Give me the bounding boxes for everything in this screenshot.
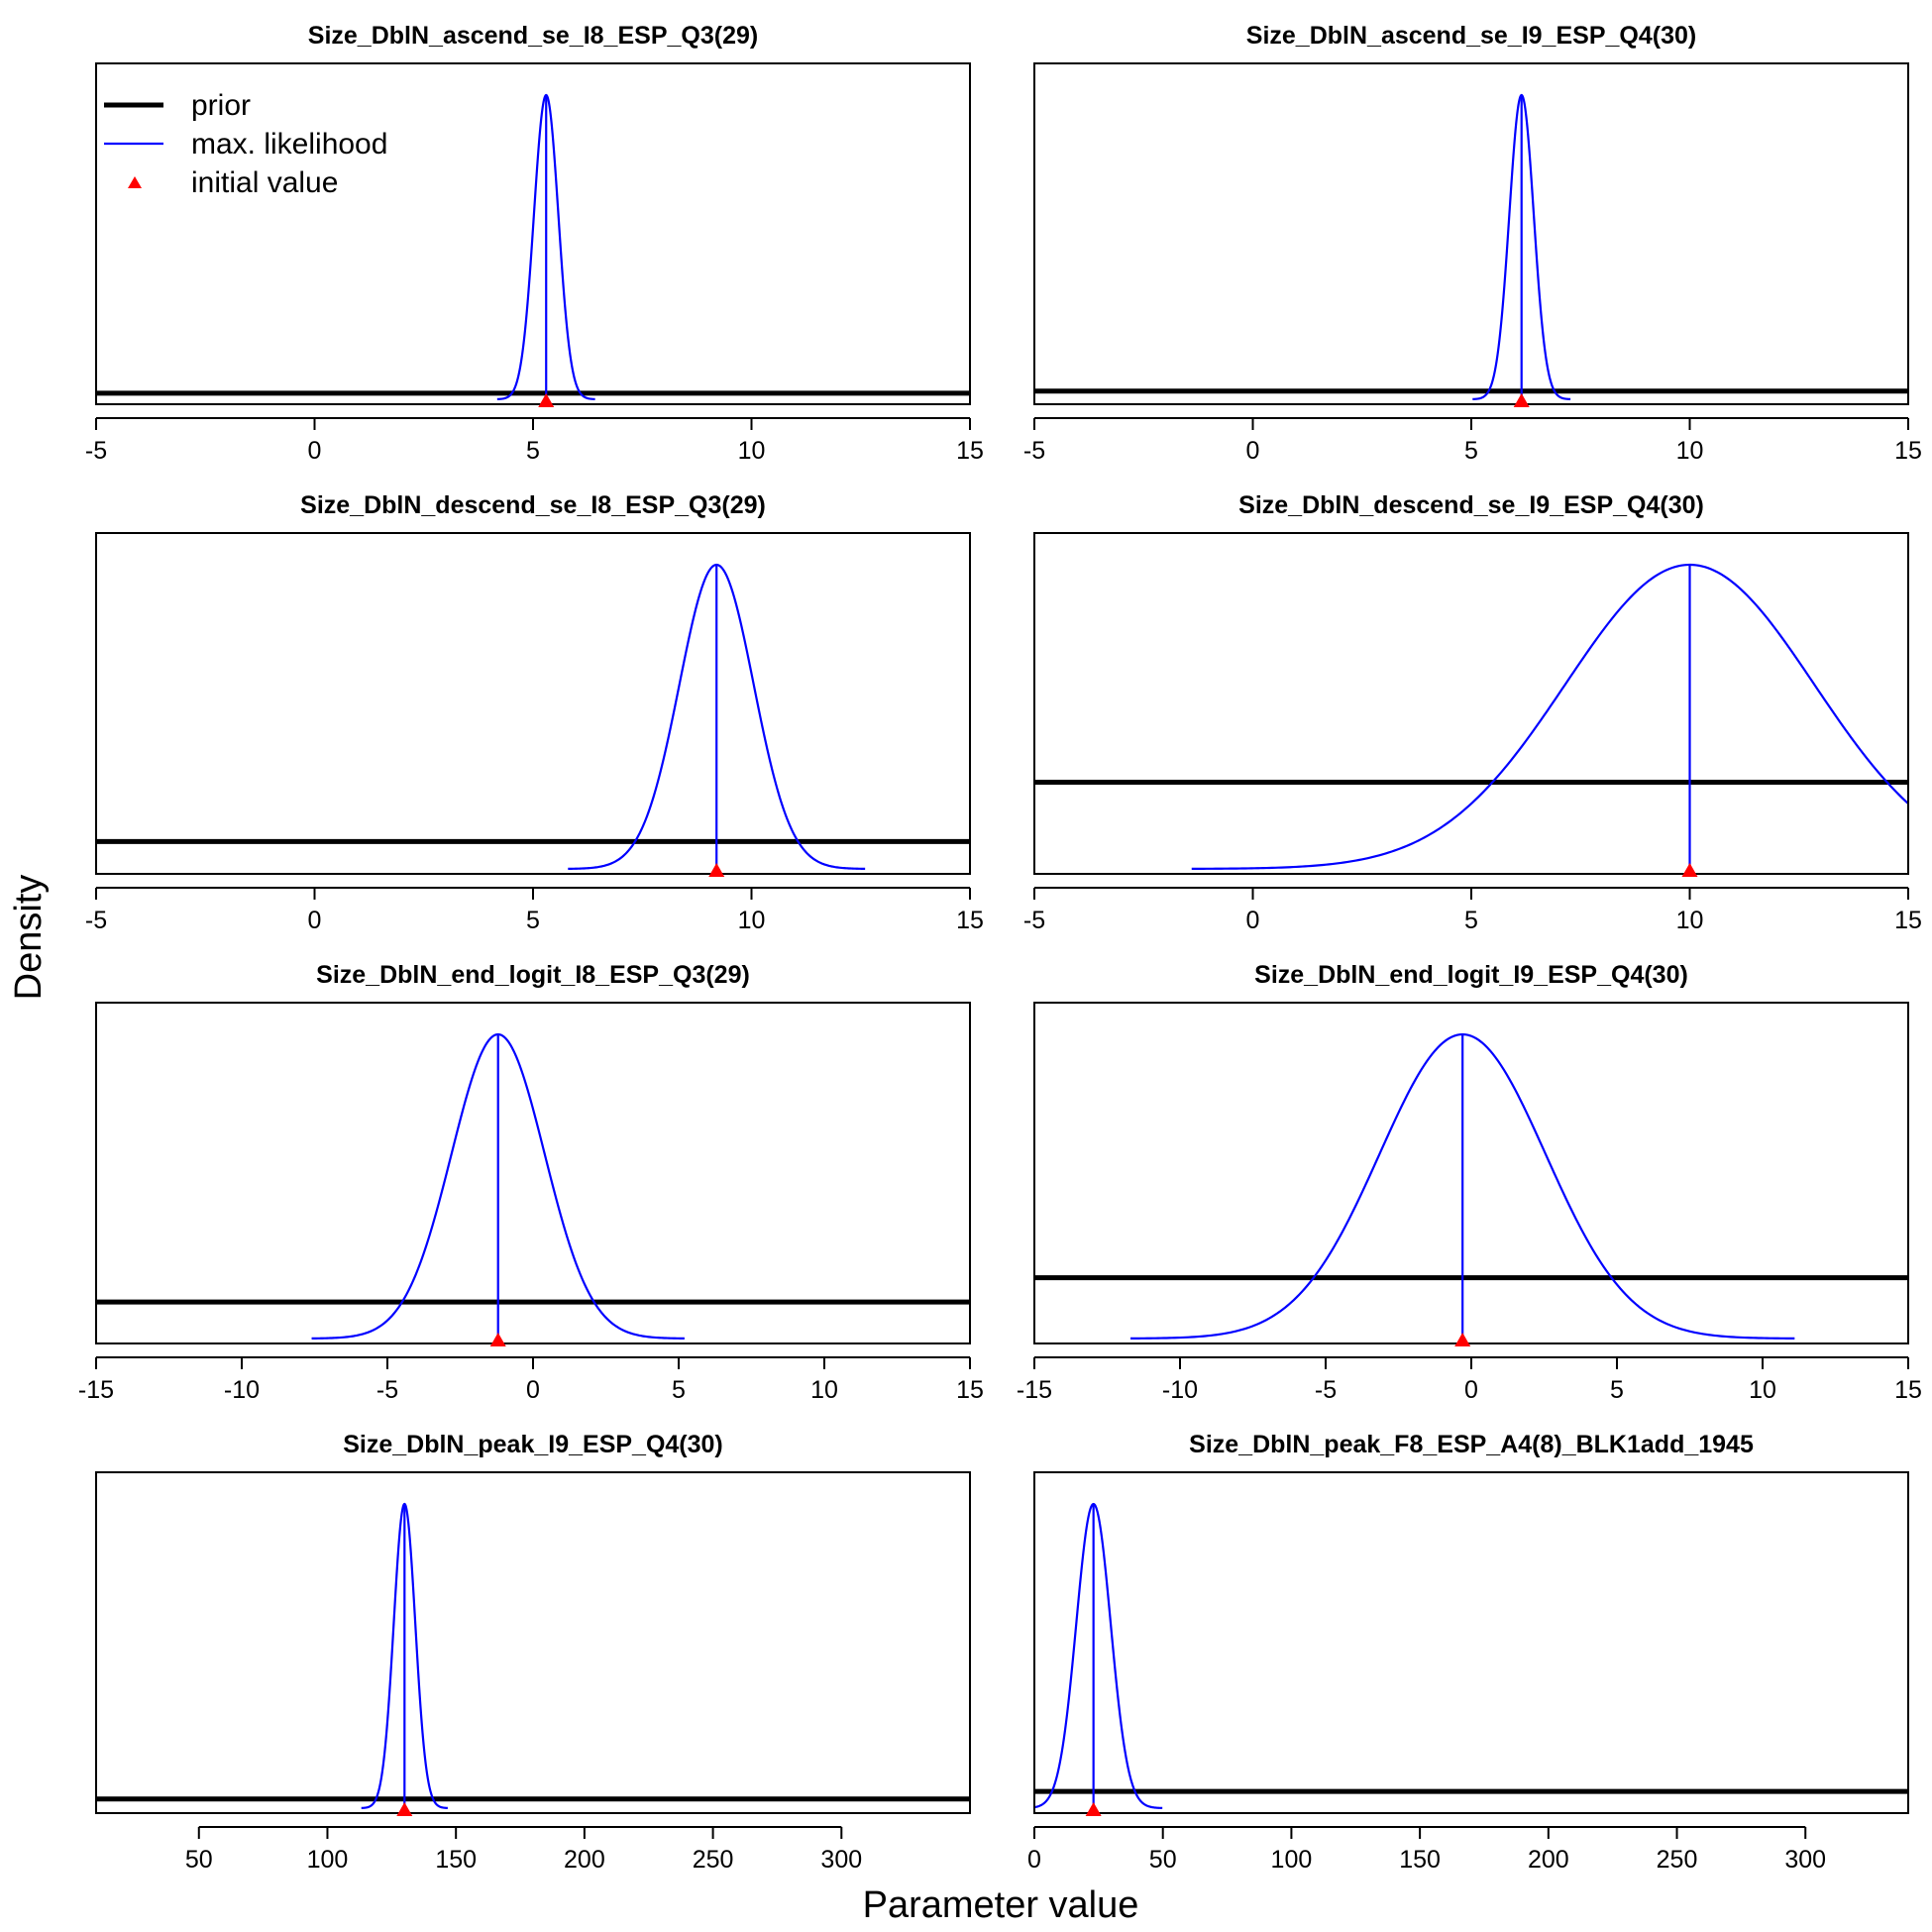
initial-value-marker bbox=[489, 1333, 506, 1346]
x-tick-label: 5 bbox=[526, 907, 540, 934]
mle-curve bbox=[1191, 563, 1909, 870]
x-tick-label: 50 bbox=[1149, 1846, 1177, 1874]
x-tick-label: -15 bbox=[78, 1376, 114, 1404]
x-tick-label: 15 bbox=[1894, 907, 1922, 934]
plot-frame bbox=[1033, 532, 1909, 875]
initial-value-marker bbox=[538, 393, 555, 407]
initial-value-marker bbox=[1085, 1802, 1102, 1816]
x-tick-label: 150 bbox=[1399, 1846, 1441, 1874]
legend-label: initial value bbox=[191, 166, 338, 199]
x-tick-label: 10 bbox=[810, 1376, 838, 1404]
x-tick-label: 15 bbox=[956, 907, 984, 934]
panel-8: Size_DblN_peak_F8_ESP_A4(8)_BLK1add_1945… bbox=[1027, 1431, 1909, 1874]
x-tick-label: 200 bbox=[1528, 1846, 1569, 1874]
plot-frame bbox=[95, 532, 971, 875]
x-tick-label: 10 bbox=[738, 437, 766, 465]
initial-value-marker bbox=[396, 1802, 413, 1816]
x-tick-label: 5 bbox=[526, 437, 540, 465]
x-tick-label: 100 bbox=[1271, 1846, 1313, 1874]
x-tick-label: -5 bbox=[1023, 437, 1045, 465]
x-tick-label: 5 bbox=[1464, 437, 1478, 465]
x-axis-label: Parameter value bbox=[863, 1884, 1139, 1926]
panel-title: Size_DblN_end_logit_I9_ESP_Q4(30) bbox=[1254, 961, 1688, 989]
x-tick-label: 0 bbox=[308, 907, 322, 934]
legend-label: max. likelihood bbox=[191, 128, 387, 161]
x-tick-label: 5 bbox=[1464, 907, 1478, 934]
panel-title: Size_DblN_peak_F8_ESP_A4(8)_BLK1add_1945 bbox=[1189, 1431, 1754, 1458]
panel-1: Size_DblN_ascend_se_I8_ESP_Q3(29) -5 0 5 10 1… bbox=[85, 22, 984, 465]
panel-title: Size_DblN_descend_se_I8_ESP_Q3(29) bbox=[300, 491, 766, 519]
plot-frame bbox=[1033, 1471, 1909, 1814]
initial-value-marker bbox=[1513, 393, 1530, 407]
x-tick-label: -5 bbox=[376, 1376, 398, 1404]
legend-label: prior bbox=[191, 89, 251, 122]
panel-title: Size_DblN_ascend_se_I8_ESP_Q3(29) bbox=[308, 22, 758, 50]
panel-title: Size_DblN_descend_se_I9_ESP_Q4(30) bbox=[1238, 491, 1704, 519]
x-tick-label: 100 bbox=[307, 1846, 349, 1874]
panel-5: Size_DblN_end_logit_I8_ESP_Q3(29) -15 -10 -… bbox=[78, 961, 984, 1404]
y-axis-label: Density bbox=[8, 875, 50, 1001]
x-tick-label: 0 bbox=[1246, 907, 1260, 934]
x-tick-label: 300 bbox=[1784, 1846, 1826, 1874]
plot-frame bbox=[1033, 1002, 1909, 1344]
x-tick-label: 300 bbox=[820, 1846, 862, 1874]
x-tick-label: 0 bbox=[1027, 1846, 1041, 1874]
x-tick-label: 250 bbox=[1657, 1846, 1698, 1874]
x-tick-label: -5 bbox=[1315, 1376, 1337, 1404]
x-tick-label: 10 bbox=[1676, 437, 1704, 465]
panel-7: Size_DblN_peak_I9_ESP_Q4(30) 50 100 150 200 2… bbox=[95, 1431, 971, 1874]
x-tick-label: 10 bbox=[1676, 907, 1704, 934]
legend: prior max. likelihood initial value bbox=[104, 89, 387, 199]
x-tick-label: 10 bbox=[1749, 1376, 1776, 1404]
x-tick-label: 250 bbox=[693, 1846, 734, 1874]
initial-value-marker bbox=[708, 863, 725, 877]
x-tick-label: -10 bbox=[224, 1376, 260, 1404]
x-tick-label: 15 bbox=[1894, 1376, 1922, 1404]
panel-title: Size_DblN_ascend_se_I9_ESP_Q4(30) bbox=[1246, 22, 1696, 50]
x-tick-label: 5 bbox=[1610, 1376, 1624, 1404]
x-tick-label: 50 bbox=[185, 1846, 213, 1874]
x-tick-label: -5 bbox=[85, 437, 107, 465]
x-tick-label: 150 bbox=[435, 1846, 477, 1874]
x-tick-label: 5 bbox=[672, 1376, 686, 1404]
panel-3: Size_DblN_descend_se_I8_ESP_Q3(29) -5 0 5 10… bbox=[85, 491, 984, 934]
x-tick-label: 0 bbox=[1246, 437, 1260, 465]
x-tick-label: -5 bbox=[1023, 907, 1045, 934]
panel-6: Size_DblN_end_logit_I9_ESP_Q4(30) -15 -10 -… bbox=[1017, 961, 1922, 1404]
x-tick-label: 15 bbox=[1894, 437, 1922, 465]
initial-value-marker bbox=[1454, 1333, 1471, 1346]
x-tick-label: 15 bbox=[956, 437, 984, 465]
panel-title: Size_DblN_peak_I9_ESP_Q4(30) bbox=[343, 1431, 723, 1458]
x-tick-label: 15 bbox=[956, 1376, 984, 1404]
initial-value-marker bbox=[1681, 863, 1698, 877]
panel-2: Size_DblN_ascend_se_I9_ESP_Q4(30) -5 0 5 10 1… bbox=[1023, 22, 1922, 465]
plot-frame bbox=[95, 1002, 971, 1344]
x-tick-label: 0 bbox=[526, 1376, 540, 1404]
mle-curve bbox=[1033, 1502, 1163, 1809]
x-tick-label: -15 bbox=[1017, 1376, 1052, 1404]
panels: Size_DblN_ascend_se_I8_ESP_Q3(29) -5 0 5 10 1… bbox=[78, 22, 1922, 1874]
x-tick-label: -5 bbox=[85, 907, 107, 934]
x-tick-label: 0 bbox=[308, 437, 322, 465]
x-tick-label: 0 bbox=[1464, 1376, 1478, 1404]
x-tick-label: -10 bbox=[1162, 1376, 1198, 1404]
plot-frame bbox=[95, 1471, 971, 1814]
plot-frame bbox=[1033, 62, 1909, 405]
panel-4: Size_DblN_descend_se_I9_ESP_Q4(30) -5 0 5 10… bbox=[1023, 491, 1922, 934]
x-tick-label: 200 bbox=[564, 1846, 605, 1874]
legend-initial-swatch bbox=[128, 176, 142, 188]
x-tick-label: 10 bbox=[738, 907, 766, 934]
panel-title: Size_DblN_end_logit_I8_ESP_Q3(29) bbox=[316, 961, 750, 989]
plot-frame bbox=[95, 62, 971, 405]
